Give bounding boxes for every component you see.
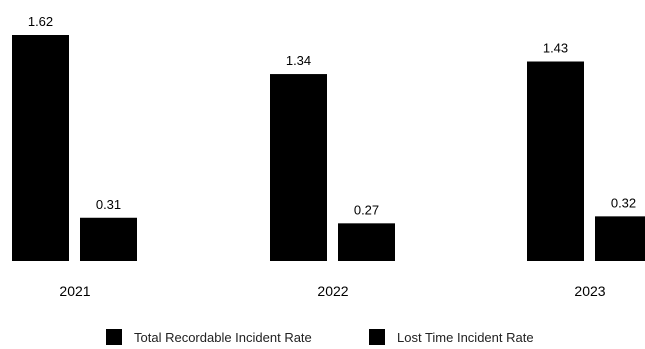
value-label-trir-2022: 1.34 [286,53,311,68]
value-label-ltir-2021: 0.31 [96,197,121,212]
bar-trir-2023 [527,61,584,262]
bar-ltir-2022 [338,223,395,261]
bar-ltir-2023 [595,216,645,261]
x-tick-label-2023: 2023 [574,283,605,299]
legend: Total Recordable Incident Rate Lost Time… [0,328,645,348]
legend-label-trir: Total Recordable Incident Rate [134,329,312,345]
value-labels-layer: 1.62 0.31 1.34 0.27 1.43 0.32 [28,14,636,217]
value-label-ltir-2022: 0.27 [354,202,379,217]
value-label-trir-2023: 1.43 [543,41,568,56]
legend-swatch-trir [106,329,122,345]
legend-swatch-ltir [369,329,385,345]
legend-item-trir: Total Recordable Incident Rate [106,328,312,346]
legend-item-ltir: Lost Time Incident Rate [369,328,534,346]
x-tick-labels-layer: 2021 2022 2023 [59,283,605,299]
value-label-ltir-2023: 0.32 [611,195,636,210]
bar-trir-2021 [12,35,69,261]
bars-layer [12,35,645,262]
value-label-trir-2021: 1.62 [28,14,53,29]
bar-trir-2022 [270,74,327,261]
legend-label-ltir: Lost Time Incident Rate [397,329,534,345]
x-tick-label-2021: 2021 [59,283,90,299]
bar-chart: 1.62 0.31 1.34 0.27 1.43 0.32 2021 2022 2023 [12,14,645,299]
bar-ltir-2021 [80,217,137,261]
x-tick-label-2022: 2022 [317,283,348,299]
